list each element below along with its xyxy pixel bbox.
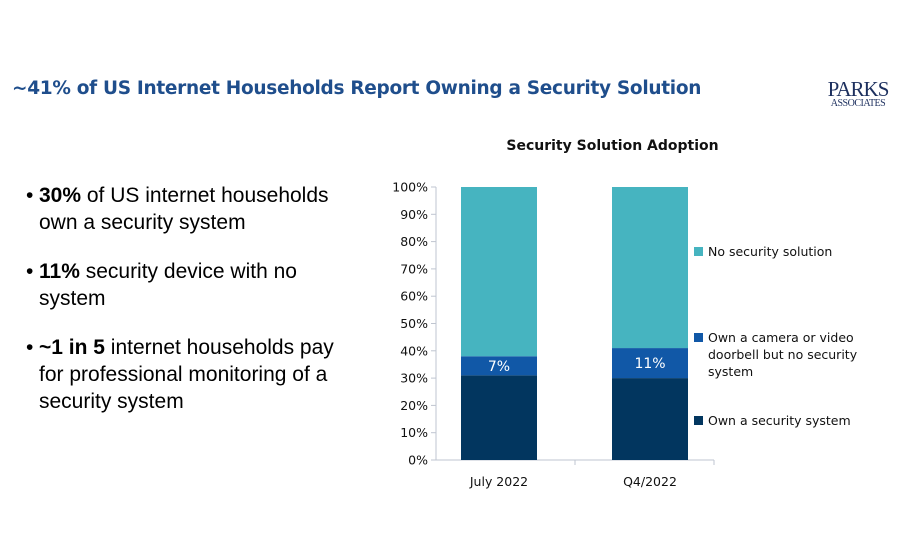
parks-associates-logo: PARKS ASSOCIATES <box>823 79 893 109</box>
bullet-text: security device with no system <box>39 260 297 310</box>
legend-swatch-icon <box>694 247 703 256</box>
bullet-dot-icon: • <box>26 184 34 207</box>
legend-item: No security solution <box>694 243 889 260</box>
legend-item: Own a security system <box>694 412 889 429</box>
y-tick-label: 60% <box>400 289 428 304</box>
bullet-item: • 30% of US internet households own a se… <box>26 182 336 236</box>
y-tick-label: 80% <box>400 234 428 249</box>
data-label: 7% <box>488 359 510 375</box>
bar-segment-own-a-camera-or-video-doorbell-but-no-security-system <box>612 348 688 379</box>
legend-swatch-icon <box>694 333 703 342</box>
legend-label: No security solution <box>708 244 833 259</box>
legend-label: Own a security system <box>708 413 851 428</box>
data-label: 11% <box>634 356 665 372</box>
y-tick-label: 70% <box>400 261 428 276</box>
bar-segment-own-a-camera-or-video-doorbell-but-no-security-system <box>461 356 537 376</box>
bullet-item: • 11% security device with no system <box>26 258 336 312</box>
y-tick-label: 10% <box>400 425 428 440</box>
x-tick-label: Q4/2022 <box>623 474 677 489</box>
bar-segment-no-security-solution <box>612 187 688 349</box>
y-tick-label: 100% <box>392 180 428 195</box>
y-tick-label: 90% <box>400 207 428 222</box>
legend-swatch-icon <box>694 416 703 425</box>
legend-label: Own a camera or video doorbell but no se… <box>708 330 858 379</box>
bullet-text: of US internet households own a security… <box>39 184 329 234</box>
bar-segment-no-security-solution <box>461 187 537 357</box>
chart-title: Security Solution Adoption <box>506 138 719 154</box>
y-tick-label: 20% <box>400 398 428 413</box>
bullet-highlight: 30% <box>39 184 82 207</box>
bullet-dot-icon: • <box>26 336 34 359</box>
legend-item: Own a camera or video doorbell but no se… <box>694 329 889 380</box>
bullet-highlight: ~1 in 5 <box>39 336 105 359</box>
y-tick-label: 40% <box>400 343 428 358</box>
bar-segment-own-a-security-system <box>612 378 688 460</box>
bullet-text: internet households pay for professional… <box>39 336 334 413</box>
y-tick-label: 30% <box>400 371 428 386</box>
page-title: ~41% of US Internet Households Report Ow… <box>12 78 702 99</box>
bullet-item: • ~1 in 5 internet households pay for pr… <box>26 334 336 415</box>
bullet-highlight: 11% <box>39 260 80 283</box>
y-tick-label: 50% <box>400 316 428 331</box>
logo-line-2: ASSOCIATES <box>830 98 886 109</box>
logo-line-1: PARKS <box>827 77 890 101</box>
bullet-dot-icon: • <box>26 260 34 283</box>
bullet-list: • 30% of US internet households own a se… <box>26 182 336 437</box>
y-tick-label: 0% <box>408 453 428 468</box>
x-tick-label: July 2022 <box>469 474 528 489</box>
bar-segment-own-a-security-system <box>461 375 537 460</box>
